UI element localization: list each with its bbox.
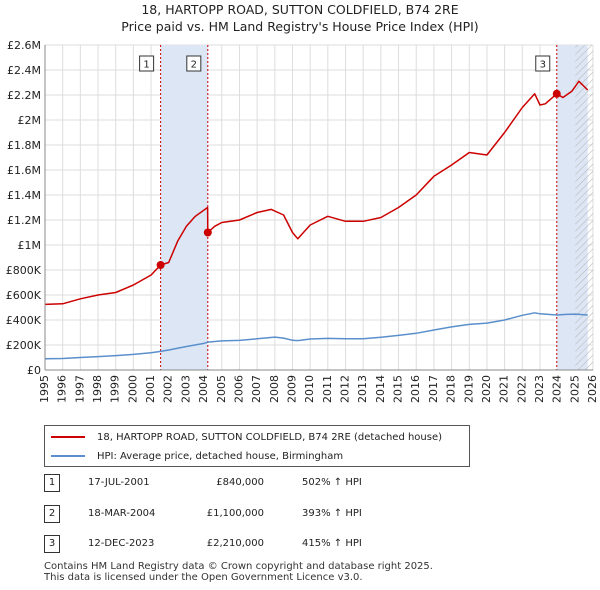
shaded-period [160,45,208,370]
chart-legend: 18, HARTOPP ROAD, SUTTON COLDFIELD, B74 … [44,425,470,467]
y-tick-label: £600K [6,289,42,302]
x-tick-label: 2021 [498,375,511,403]
y-tick-label: £200K [6,339,42,352]
y-tick-label: £1.8M [7,139,41,152]
x-tick-label: 2004 [197,375,210,403]
sale-point [203,228,212,237]
sale-hpi-change: 393% ↑ HPI [302,508,362,519]
x-tick-label: 2024 [551,375,564,403]
x-tick-label: 2013 [356,375,369,403]
x-tick-label: 2025 [568,375,581,403]
y-tick-label: £1.4M [7,189,41,202]
sale-date: 18-MAR-2004 [88,508,156,519]
chart-title: 18, HARTOPP ROAD, SUTTON COLDFIELD, B74 … [141,2,459,17]
x-tick-label: 2023 [533,375,546,403]
y-tick-label: £2M [18,114,42,127]
x-tick-label: 2001 [144,375,157,403]
x-tick-label: 2009 [285,375,298,403]
footer-licence: This data is licensed under the Open Gov… [44,572,363,583]
y-tick-label: £2.2M [7,89,41,102]
y-tick-label: £2.6M [7,39,41,52]
x-tick-label: 2002 [162,375,175,403]
sale-price: £2,210,000 [206,538,264,549]
x-tick-label: 2003 [179,375,192,403]
legend-label-property: 18, HARTOPP ROAD, SUTTON COLDFIELD, B74 … [97,431,443,443]
sale-hpi-change: 415% ↑ HPI [302,538,362,549]
sale-label-box [535,55,551,72]
x-tick-label: 2006 [232,375,245,403]
sale-label: 2 [191,60,197,71]
x-tick-label: 1997 [73,375,86,403]
x-tick-label: 2011 [321,375,334,403]
legend-swatch-property [51,436,85,438]
x-tick-label: 2019 [462,375,475,403]
sale-label: 1 [143,60,149,71]
y-tick-label: £1.6M [7,164,41,177]
x-tick-label: 2014 [374,375,387,403]
sale-price: £840,000 [216,477,264,488]
sale-date: 12-DEC-2023 [88,538,155,549]
sale-price: £1,100,000 [206,508,264,519]
sale-point [552,89,561,98]
sale-hpi-change: 502% ↑ HPI [302,477,362,488]
price-chart: 1 2 3 £0 £200K £400K £600K £800K £1M £1.2M £1.4M £… [6,39,599,403]
legend-label-hpi: HPI: Average price, detached house, Birm… [97,450,344,462]
x-tick-label: 2010 [303,375,316,403]
legend-swatch-hpi [51,455,85,457]
y-tick-label: £1M [18,239,42,252]
y-tick-label: £800K [6,264,42,277]
legend-item-hpi: HPI: Average price, detached house, Birm… [51,447,343,465]
legend-item-property: 18, HARTOPP ROAD, SUTTON COLDFIELD, B74 … [51,428,442,446]
sale-row: 2 18-MAR-2004 £1,100,000 393% ↑ HPI [44,505,584,523]
y-tick-label: £0 [27,364,41,377]
x-tick-label: 1998 [91,375,104,403]
x-tick-label: 2022 [515,375,528,403]
y-tick-label: £400K [6,314,42,327]
sale-label-box [139,55,155,72]
x-tick-label: 2020 [480,375,493,403]
sale-number-badge: 2 [44,505,60,523]
x-tick-label: 1999 [109,375,122,403]
sale-label-box [186,55,202,72]
sale-date: 17-JUL-2001 [88,477,150,488]
x-tick-label: 2016 [409,375,422,403]
x-tick-label: 2018 [445,375,458,403]
x-tick-label: 2007 [250,375,263,403]
sale-point [156,261,165,269]
sale-row: 1 17-JUL-2001 £840,000 502% ↑ HPI [44,474,584,492]
x-tick-label: 1995 [38,375,51,403]
sale-row: 3 12-DEC-2023 £2,210,000 415% ↑ HPI [44,535,584,553]
chart-subtitle: Price paid vs. HM Land Registry's House … [121,19,479,34]
x-tick-label: 2012 [339,375,352,403]
sale-number-badge: 1 [44,474,60,492]
y-tick-label: £2.4M [7,64,41,77]
plot-area [45,45,593,370]
hatched-region [575,45,593,370]
x-tick-label: 2000 [126,375,139,403]
x-tick-label: 2015 [392,375,405,403]
x-tick-label: 1996 [56,375,69,403]
x-tick-label: 2008 [268,375,281,403]
x-tick-label: 2005 [215,375,228,403]
footer-copyright: Contains HM Land Registry data © Crown c… [44,561,433,572]
hpi-line [44,312,588,360]
y-tick-label: £1.2M [7,214,41,227]
x-tick-label: 2026 [586,375,599,403]
sale-label: 3 [540,60,546,71]
sale-number-badge: 3 [44,535,60,553]
x-tick-label: 2017 [427,375,440,403]
